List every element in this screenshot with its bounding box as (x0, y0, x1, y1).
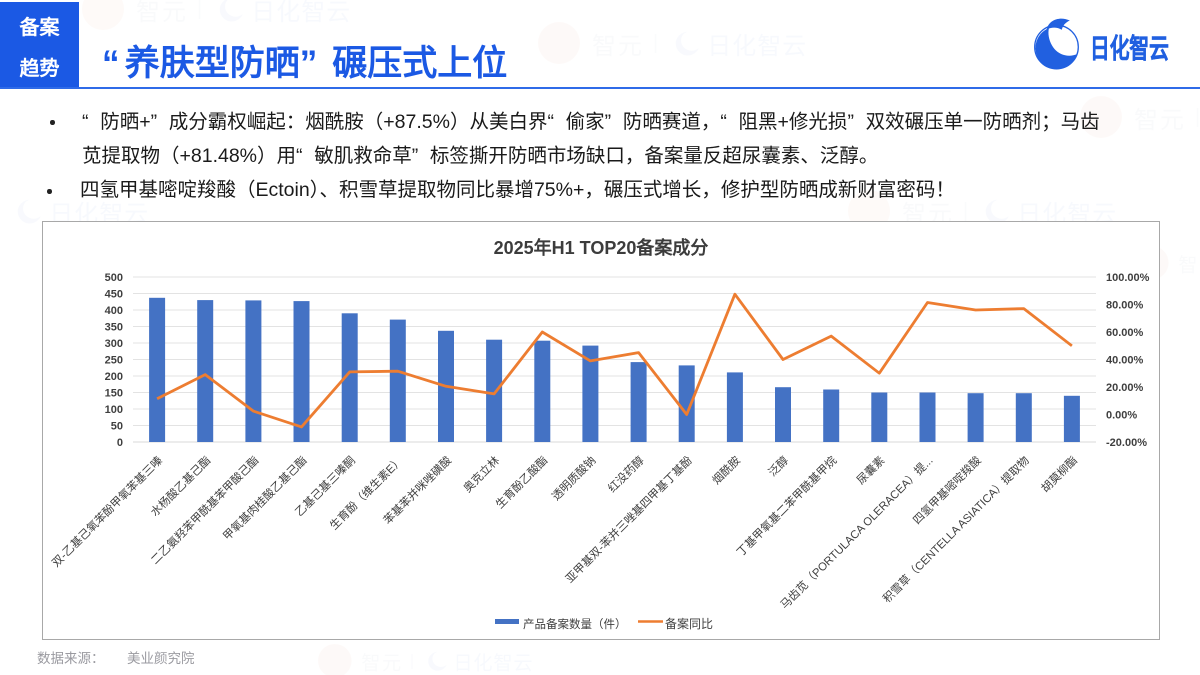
svg-text:150: 150 (105, 388, 123, 400)
svg-text:0.00%: 0.00% (1106, 410, 1137, 422)
svg-text:450: 450 (105, 289, 123, 301)
svg-text:红没药醇: 红没药醇 (605, 453, 647, 495)
svg-text:泛醇: 泛醇 (765, 453, 791, 479)
svg-text:50: 50 (111, 421, 123, 433)
svg-text:500: 500 (105, 272, 123, 284)
svg-text:甲氧基肉桂酸乙基己酯: 甲氧基肉桂酸乙基己酯 (220, 453, 310, 543)
svg-text:60.00%: 60.00% (1106, 327, 1144, 339)
svg-text:奥克立林: 奥克立林 (460, 453, 502, 495)
svg-text:胡莫柳酯: 胡莫柳酯 (1038, 453, 1080, 495)
svg-text:生育酚乙酸酯: 生育酚乙酸酯 (493, 453, 551, 511)
svg-text:烟酰胺: 烟酰胺 (709, 453, 743, 487)
svg-text:-20.00%: -20.00% (1106, 437, 1147, 449)
svg-text:20.00%: 20.00% (1106, 382, 1144, 394)
svg-text:丁基甲氧基二苯甲酰基甲烷: 丁基甲氧基二苯甲酰基甲烷 (734, 453, 840, 559)
svg-text:400: 400 (105, 305, 123, 317)
svg-text:300: 300 (105, 338, 123, 350)
svg-text:100.00%: 100.00% (1106, 272, 1150, 284)
svg-text:200: 200 (105, 371, 123, 383)
svg-text:350: 350 (105, 322, 123, 334)
svg-text:2025年H1 TOP20备案成分: 2025年H1 TOP20备案成分 (494, 237, 709, 258)
svg-text:双-乙基己氧苯酚甲氧苯基三嗪: 双-乙基己氧苯酚甲氧苯基三嗪 (49, 453, 165, 569)
svg-text:100: 100 (105, 404, 123, 416)
svg-text:40.00%: 40.00% (1106, 355, 1144, 367)
svg-text:250: 250 (105, 355, 123, 367)
svg-text:产品备案数量（件）: 产品备案数量（件） (523, 617, 627, 631)
svg-text:0: 0 (117, 437, 123, 449)
svg-text:尿囊素: 尿囊素 (854, 453, 888, 487)
svg-text:备案同比: 备案同比 (665, 616, 713, 631)
svg-text:80.00%: 80.00% (1106, 300, 1144, 312)
svg-text:透明质酸钠: 透明质酸钠 (549, 453, 599, 503)
